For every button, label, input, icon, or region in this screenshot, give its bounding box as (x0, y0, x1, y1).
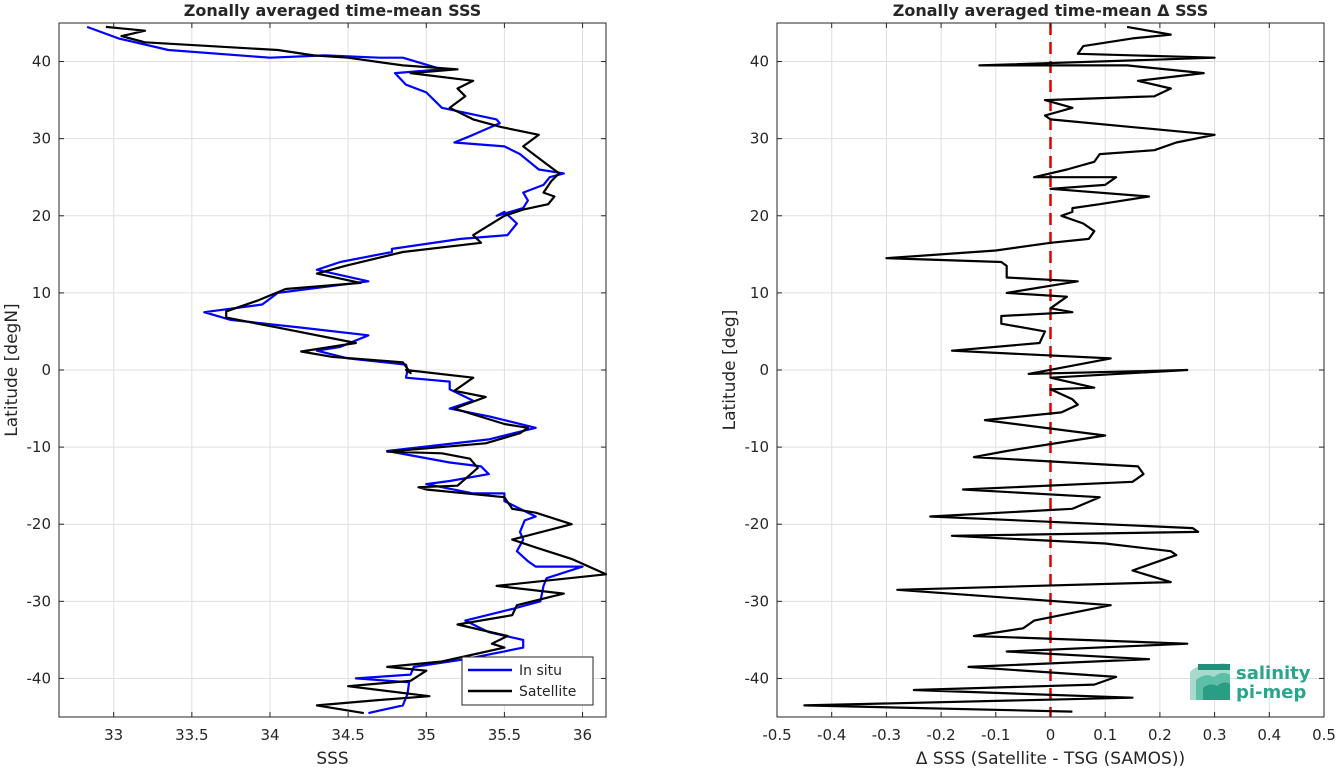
delta-sss-panel: -0.5 -0.4 -0.3 -0.2 -0.1 0 0.1 0.2 0.3 0.4 0.5 -40 -… (720, 1, 1336, 769)
delta-x-tick-label: -0.1 (981, 726, 1010, 744)
delta-y-tick-label: -30 (745, 592, 770, 610)
delta-x-tick-label: 0.5 (1312, 726, 1336, 744)
delta-series-line-difference (803, 25, 1216, 713)
delta-y-tick-label: 30 (750, 130, 769, 148)
delta-y-tick-label: 40 (750, 53, 769, 71)
legend-box (461, 656, 594, 706)
sss-x-axis-label: SSS (316, 749, 348, 769)
sss-x-tick-label: 35 (417, 726, 436, 744)
sss-y-tick-label: -30 (27, 592, 52, 610)
delta-y-tick-label: 20 (750, 207, 769, 225)
sss-y-tick-label: -40 (27, 669, 52, 687)
sss-x-tick-label: 33.5 (175, 726, 208, 744)
sss-y-tick-label: 10 (32, 284, 51, 302)
sss-x-tick-label: 36 (573, 726, 592, 744)
sss-grid (59, 23, 606, 717)
delta-x-tick-label: -0.4 (817, 726, 846, 744)
sss-y-tick-label: 20 (32, 207, 51, 225)
delta-x-tick-label: 0.4 (1257, 726, 1281, 744)
delta-y-axis-label: Latitude [deg] (720, 310, 740, 431)
delta-x-tick-label: -0.2 (926, 726, 955, 744)
sss-x-tick-label: 35.5 (488, 726, 521, 744)
delta-y-tick-label: 10 (750, 284, 769, 302)
delta-ticks: -0.5 -0.4 -0.3 -0.2 -0.1 0 0.1 0.2 0.3 0.4 0.5 -40 -… (745, 23, 1336, 744)
sss-y-tick-label: 30 (32, 130, 51, 148)
logo-text-pi-mep: pi-mep (1236, 682, 1306, 703)
logo-wave-icon (1190, 663, 1230, 700)
delta-series-group (803, 23, 1216, 717)
delta-chart-title: Zonally averaged time-mean Δ SSS (893, 1, 1209, 20)
delta-x-axis-label: Δ SSS (Satellite - TSG (SAMOS)) (916, 749, 1185, 769)
delta-y-tick-label: -20 (745, 515, 770, 533)
sss-series-group (86, 25, 608, 715)
legend-in-situ-label: In situ (519, 663, 562, 679)
sss-x-tick-label: 34.5 (331, 726, 364, 744)
sss-y-tick-label: 40 (32, 53, 51, 71)
sss-x-tick-label: 33 (104, 726, 123, 744)
delta-y-tick-label: -10 (745, 438, 770, 456)
delta-x-tick-label: -0.3 (872, 726, 901, 744)
delta-x-tick-label: 0.2 (1148, 726, 1172, 744)
delta-x-tick-label: 0.3 (1203, 726, 1227, 744)
sss-chart-title: Zonally averaged time-mean SSS (184, 1, 482, 20)
salinity-pi-mep-logo: salinity pi-mep (1190, 663, 1311, 703)
delta-y-tick-label: -40 (745, 669, 770, 687)
sss-panel: 33 33.5 34 34.5 35 35.5 36 -40 -30 -20 -10 0 10 20 30 4… (2, 1, 608, 769)
legend: In situ Satellite (461, 656, 594, 706)
delta-x-tick-label: 0 (1046, 726, 1056, 744)
logo-text-salinity: salinity (1236, 663, 1311, 684)
delta-x-tick-label: -0.5 (762, 726, 791, 744)
sss-y-axis-label: Latitude [degN] (2, 303, 22, 436)
delta-y-tick-label: 0 (759, 361, 769, 379)
legend-satellite-label: Satellite (519, 684, 576, 700)
sss-y-tick-label: -10 (27, 438, 52, 456)
sss-series-line-satellite (105, 25, 608, 715)
sss-y-tick-label: 0 (41, 361, 51, 379)
delta-x-tick-label: 0.1 (1093, 726, 1117, 744)
sss-x-tick-label: 34 (260, 726, 279, 744)
sss-ticks: 33 33.5 34 34.5 35 35.5 36 -40 -30 -20 -10 0 10 20 30 4… (27, 23, 606, 744)
sss-y-tick-label: -20 (27, 515, 52, 533)
